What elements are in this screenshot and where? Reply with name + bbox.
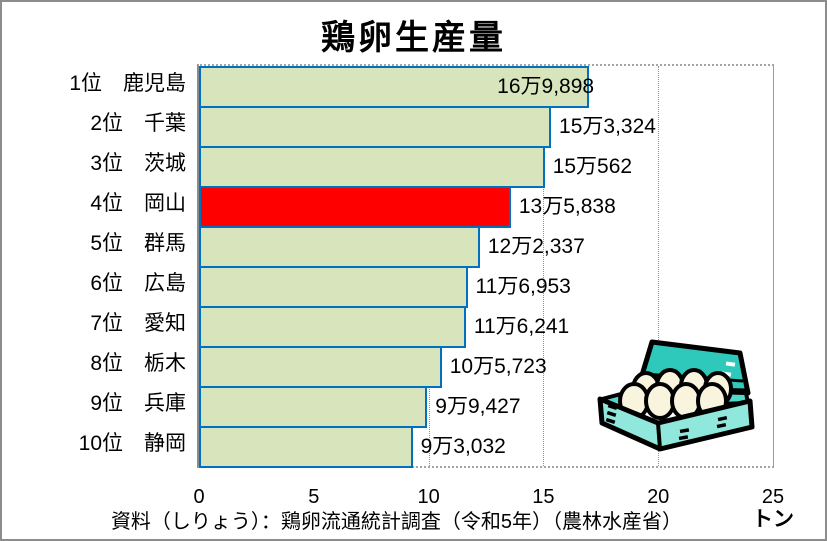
gridline	[658, 66, 660, 466]
x-axis-tick-label: 25	[761, 486, 785, 508]
x-axis-tick-label: 20	[647, 486, 670, 508]
x-axis-tick-label: 10	[417, 486, 440, 508]
chart-title: 鶏卵生産量	[321, 19, 506, 57]
source-note: 資料（しりょう）：鶏卵流通統計調査（令和5年）（農林水産省）	[110, 511, 683, 533]
bar	[199, 306, 466, 348]
x-axis-unit-label: トン	[752, 508, 794, 531]
category-label: 6位 広島	[90, 272, 186, 295]
bar	[199, 146, 545, 188]
bar-value-label: 16万9,898	[497, 75, 595, 98]
bar-value-label: 10万5,723	[449, 355, 547, 378]
bar	[199, 426, 413, 468]
category-label: 1位 鹿児島	[69, 72, 186, 95]
bar	[199, 106, 552, 148]
category-label: 10位 静岡	[78, 432, 186, 455]
category-label: 2位 千葉	[90, 112, 186, 135]
bar	[199, 66, 590, 108]
category-label: 9位 兵庫	[90, 392, 186, 415]
bar-highlighted	[199, 186, 511, 228]
x-axis-tick-label: 15	[532, 486, 555, 508]
plot-area: 0 5 10 15 20 25 トン 16万9,898 15万3,324 15万562 13万5,8…	[193, 64, 794, 531]
gridline	[543, 66, 545, 466]
egg-carton-icon	[597, 339, 755, 452]
bar	[199, 266, 468, 308]
bar-value-label: 12万2,337	[487, 235, 585, 258]
bar-value-label: 15万562	[552, 155, 633, 178]
bar-value-label: 15万3,324	[559, 115, 656, 138]
category-label: 8位 栃木	[90, 352, 186, 375]
bar-value-label: 11万6,241	[473, 315, 570, 338]
bar-value-label: 11万6,953	[475, 275, 571, 298]
bar	[199, 226, 480, 268]
bar-value-label: 9万9,427	[435, 395, 521, 418]
category-label: 4位 岡山	[90, 192, 186, 215]
x-axis-tick-label: 0	[193, 486, 205, 508]
bar-value-label: 9万3,032	[420, 435, 506, 458]
bar	[199, 386, 428, 428]
category-label: 5位 群馬	[90, 232, 186, 255]
x-axis-tick-label: 5	[308, 486, 320, 508]
bar-value-label: 13万5,838	[518, 195, 616, 218]
category-label: 3位 茨城	[90, 152, 186, 175]
category-label: 7位 愛知	[90, 312, 186, 335]
bar	[199, 346, 442, 388]
